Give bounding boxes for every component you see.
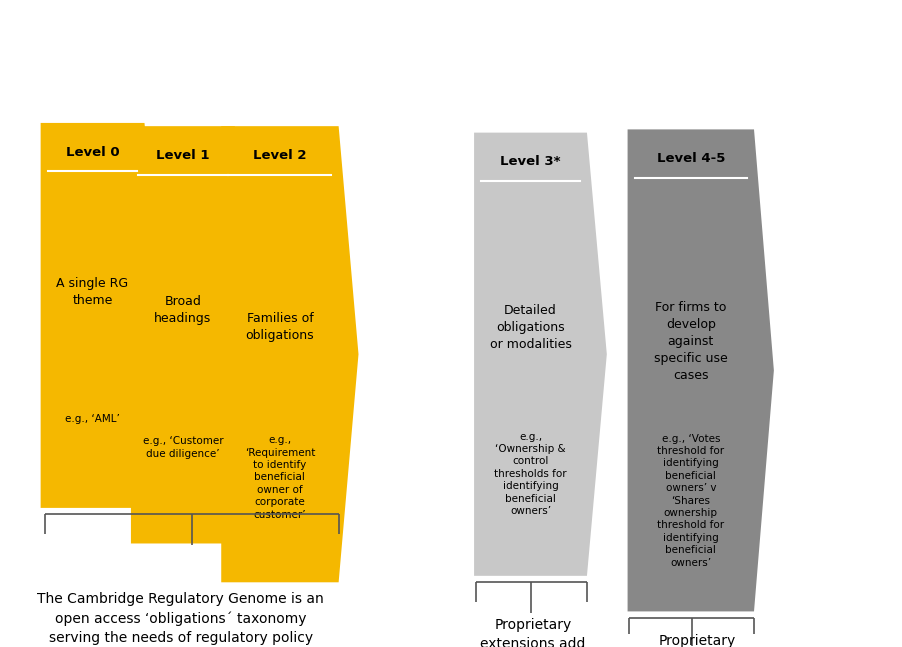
Text: e.g., ‘Customer
due diligence’: e.g., ‘Customer due diligence’ — [143, 436, 223, 459]
Text: Proprietary
extensions serve
bespoke needs of
individual content.: Proprietary extensions serve bespoke nee… — [631, 634, 761, 647]
Text: Level 0: Level 0 — [66, 146, 119, 159]
Polygon shape — [474, 133, 606, 576]
Text: e.g., ‘AML’: e.g., ‘AML’ — [65, 414, 120, 424]
Text: For firms to
develop
against
specific use
cases: For firms to develop against specific us… — [653, 301, 727, 382]
Text: e.g., ‘Votes
threshold for
identifying
beneficial
owners’ v
‘Shares
ownership
th: e.g., ‘Votes threshold for identifying b… — [657, 433, 723, 567]
Text: The Cambridge Regulatory Genome is an
open access ‘obligations´ taxonomy
serving: The Cambridge Regulatory Genome is an op… — [37, 592, 324, 647]
Text: Level 4-5: Level 4-5 — [656, 152, 724, 165]
Polygon shape — [131, 126, 254, 543]
Text: e.g.,
‘Ownership &
control
thresholds for
identifying
beneficial
owners’: e.g., ‘Ownership & control thresholds fo… — [493, 432, 566, 516]
Text: Families of
obligations: Families of obligations — [245, 312, 314, 342]
Polygon shape — [627, 129, 773, 611]
Polygon shape — [41, 123, 164, 508]
Polygon shape — [221, 126, 358, 582]
Text: Proprietary
extensions add
granularity to serve
compliance needs.: Proprietary extensions add granularity t… — [464, 618, 601, 647]
Text: e.g.,
‘Requirement
to identify
beneficial
owner of
corporate
customer’: e.g., ‘Requirement to identify beneficia… — [244, 435, 315, 520]
Text: Level 2: Level 2 — [253, 149, 307, 162]
Text: Level 3*: Level 3* — [500, 155, 560, 168]
Text: Broad
headings: Broad headings — [154, 295, 211, 325]
Text: Detailed
obligations
or modalities: Detailed obligations or modalities — [489, 304, 571, 351]
Text: A single RG
theme: A single RG theme — [57, 278, 128, 307]
Text: Level 1: Level 1 — [156, 149, 209, 162]
